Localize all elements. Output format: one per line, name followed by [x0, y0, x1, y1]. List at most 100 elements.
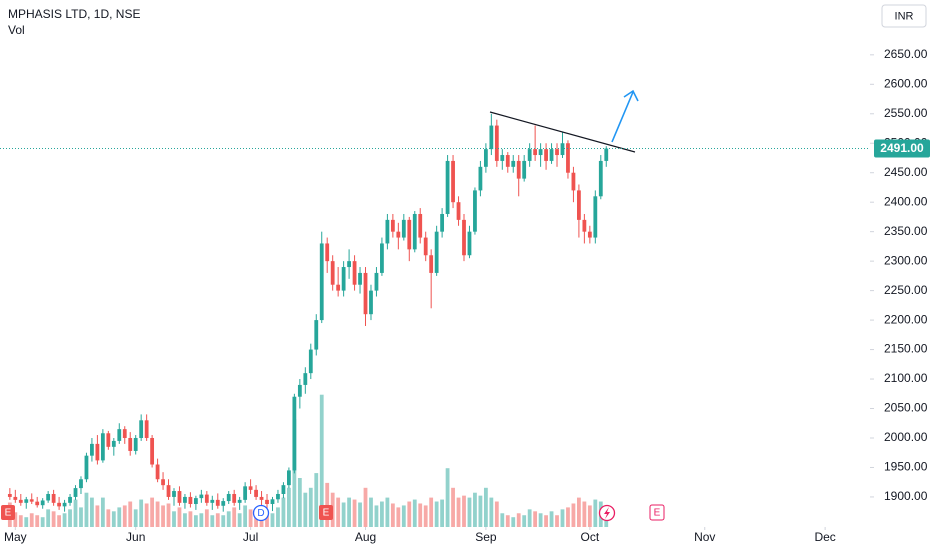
- candle-body: [555, 149, 559, 156]
- volume-bar: [380, 501, 384, 527]
- volume-bar: [363, 487, 368, 527]
- candle-body: [248, 486, 253, 490]
- dividend-icon[interactable]: [604, 507, 610, 519]
- volume-bar: [29, 513, 34, 527]
- event-marker[interactable]: [649, 504, 665, 521]
- candle-body: [243, 486, 248, 500]
- volume-bar: [587, 505, 592, 527]
- candle-body: [358, 272, 362, 285]
- volume-bar: [511, 517, 516, 527]
- candle-body: [478, 166, 483, 191]
- y-tick-label: 2150.00: [884, 342, 928, 356]
- candle-body: [215, 499, 220, 506]
- x-tick-label: Dec: [814, 530, 835, 544]
- volume-bar: [325, 482, 330, 527]
- candle-body: [352, 261, 357, 285]
- candle-body: [270, 499, 275, 505]
- candle-body: [177, 491, 182, 503]
- event-marker[interactable]: [319, 505, 333, 520]
- candle-body: [210, 499, 215, 503]
- candle-body: [385, 219, 390, 244]
- volume-bar: [128, 501, 133, 527]
- event-marker[interactable]: [1, 505, 15, 520]
- volume-bar: [243, 505, 248, 527]
- volume-bar: [215, 513, 220, 527]
- candle-body: [467, 231, 472, 256]
- y-tick-label: 2550.00: [884, 106, 928, 120]
- volume-bar: [412, 499, 417, 527]
- candle-body: [287, 470, 291, 486]
- candle-body: [380, 243, 384, 273]
- volume-bar: [62, 513, 67, 527]
- y-tick-label: 2200.00: [884, 312, 928, 326]
- event-label[interactable]: D: [257, 508, 264, 519]
- candle-body: [582, 219, 587, 232]
- volume-title: Vol: [8, 23, 25, 37]
- candle-body: [46, 493, 51, 501]
- candle-body: [604, 148, 609, 161]
- candle-body: [139, 420, 144, 438]
- event-marker[interactable]: [252, 504, 270, 522]
- candle-body: [73, 488, 78, 497]
- volume-bar: [489, 497, 494, 527]
- y-tick-label: 2350.00: [884, 224, 928, 238]
- candle-body: [440, 213, 445, 232]
- candle-body: [7, 493, 12, 497]
- currency[interactable]: INR: [895, 10, 914, 22]
- volume-bar: [193, 515, 198, 527]
- volume-bar: [549, 511, 554, 527]
- volume-bar: [221, 515, 226, 527]
- candle-body: [538, 149, 543, 156]
- y-tick-label: 1950.00: [884, 460, 928, 474]
- y-tick-label: 2650.00: [884, 47, 928, 61]
- x-tick-label: Oct: [581, 530, 600, 544]
- volume-bar: [390, 503, 395, 527]
- volume-bar: [133, 509, 138, 527]
- currency-box[interactable]: [881, 4, 927, 28]
- volume-bar: [555, 515, 559, 527]
- candle-body: [500, 155, 505, 161]
- candle-body: [566, 143, 570, 173]
- candle-body: [188, 496, 193, 505]
- candle-body: [451, 160, 455, 203]
- volume-bar: [478, 495, 483, 527]
- candle-body: [150, 437, 155, 465]
- y-tick-label: 2450.00: [884, 165, 928, 179]
- event-label[interactable]: E: [323, 508, 330, 519]
- volume-bar: [462, 495, 466, 527]
- candle-body: [598, 160, 603, 197]
- candle-body: [193, 498, 198, 505]
- volume-bar: [522, 515, 527, 527]
- volume-bar: [341, 502, 346, 527]
- volume-bar: [150, 497, 155, 527]
- trend-line: [489, 111, 636, 153]
- candle-body: [505, 155, 510, 167]
- x-tick-label: Aug: [355, 530, 376, 544]
- candle-body: [473, 190, 477, 232]
- volume-bar: [505, 515, 510, 527]
- volume-bar: [500, 513, 505, 527]
- candle-body: [418, 213, 423, 238]
- event-label[interactable]: E: [5, 508, 12, 519]
- event-label[interactable]: E: [654, 508, 661, 519]
- candle-body: [128, 437, 133, 451]
- y-tick-label: 2300.00: [884, 253, 928, 267]
- volume-bar: [117, 507, 122, 527]
- candle-body: [79, 479, 83, 489]
- candle-body: [401, 219, 406, 238]
- candle-body: [303, 373, 308, 385]
- candle-body: [297, 384, 302, 397]
- volume-bar: [401, 505, 406, 527]
- volume-bar: [204, 509, 209, 527]
- candle-body: [374, 272, 379, 291]
- volume-bar: [577, 497, 581, 527]
- volume-bar: [308, 487, 313, 527]
- candle-body: [390, 219, 395, 232]
- volume-bar: [538, 513, 543, 527]
- candle-body: [560, 143, 565, 156]
- candle-body: [407, 219, 412, 250]
- volume-bar: [467, 497, 472, 527]
- volume-bar: [287, 487, 291, 527]
- candle-body: [144, 420, 149, 438]
